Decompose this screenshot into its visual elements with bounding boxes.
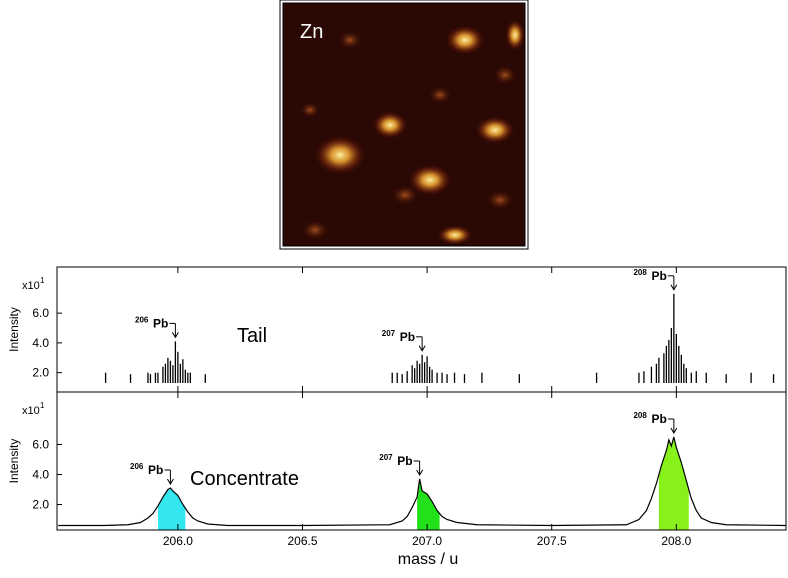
annotation-isotope: 206 (130, 462, 144, 471)
annotation-element: Pb (652, 269, 667, 283)
y-axis-label: Intensity (7, 307, 21, 352)
y-tick-label: 4.0 (32, 336, 49, 350)
annotation-isotope: 207 (379, 453, 393, 462)
annotation-element: Pb (148, 463, 163, 477)
multiplier-exponent: 1 (40, 401, 45, 410)
annotation-arrowhead (670, 427, 678, 434)
annotation-isotope: 206 (135, 315, 149, 324)
x-tick-label: 208.0 (661, 534, 691, 548)
annotation-arrowhead (416, 469, 424, 476)
annotation-isotope: 208 (633, 268, 647, 277)
annotation-arrowhead (418, 345, 426, 352)
x-tick-label: 207.0 (412, 534, 442, 548)
multiplier-base: x10 (22, 405, 40, 417)
y-tick-label: 2.0 (32, 366, 49, 380)
annotation-arrowhead (166, 478, 174, 485)
spectrum-panel: 2.0 4.0 6.0 Intensity x10 1 Tail Pb 206 Pb 207 Pb 20… (7, 266, 787, 393)
map-label: Zn (300, 21, 323, 43)
annotation-element: Pb (400, 330, 415, 344)
x-tick-label: 207.5 (537, 534, 567, 548)
x-tick-label: 206.0 (163, 534, 193, 548)
panel-label: Concentrate (190, 468, 299, 490)
map-intensity (300, 19, 525, 245)
y-tick-label: 4.0 (32, 468, 49, 482)
y-tick-label: 6.0 (32, 438, 49, 452)
spectrum-panel: 2.0 4.0 6.0 206.0 206.5 207.0 207.5 208.0 Intens… (7, 391, 787, 568)
element-map: Zn (279, 0, 529, 250)
x-axis-label: mass / u (398, 551, 458, 568)
annotation-element: Pb (397, 454, 412, 468)
integration-region (417, 479, 440, 530)
y-tick-label: 6.0 (32, 306, 49, 320)
multiplier-exponent: 1 (40, 276, 45, 285)
plot-frame (56, 391, 787, 531)
panel-label: Tail (237, 325, 267, 347)
annotation-isotope: 208 (633, 411, 647, 420)
x-tick-label: 206.5 (287, 534, 317, 548)
annotation-isotope: 207 (382, 329, 396, 338)
multiplier-base: x10 (22, 280, 40, 292)
integration-region (157, 488, 186, 530)
annotation-element: Pb (652, 412, 667, 426)
annotation-element: Pb (153, 316, 168, 330)
integration-region (658, 437, 689, 530)
y-axis-label: Intensity (7, 439, 21, 484)
y-tick-label: 2.0 (32, 498, 49, 512)
annotation-arrowhead (171, 332, 179, 339)
annotation-arrowhead (670, 284, 678, 291)
spectrum-line (58, 436, 787, 527)
